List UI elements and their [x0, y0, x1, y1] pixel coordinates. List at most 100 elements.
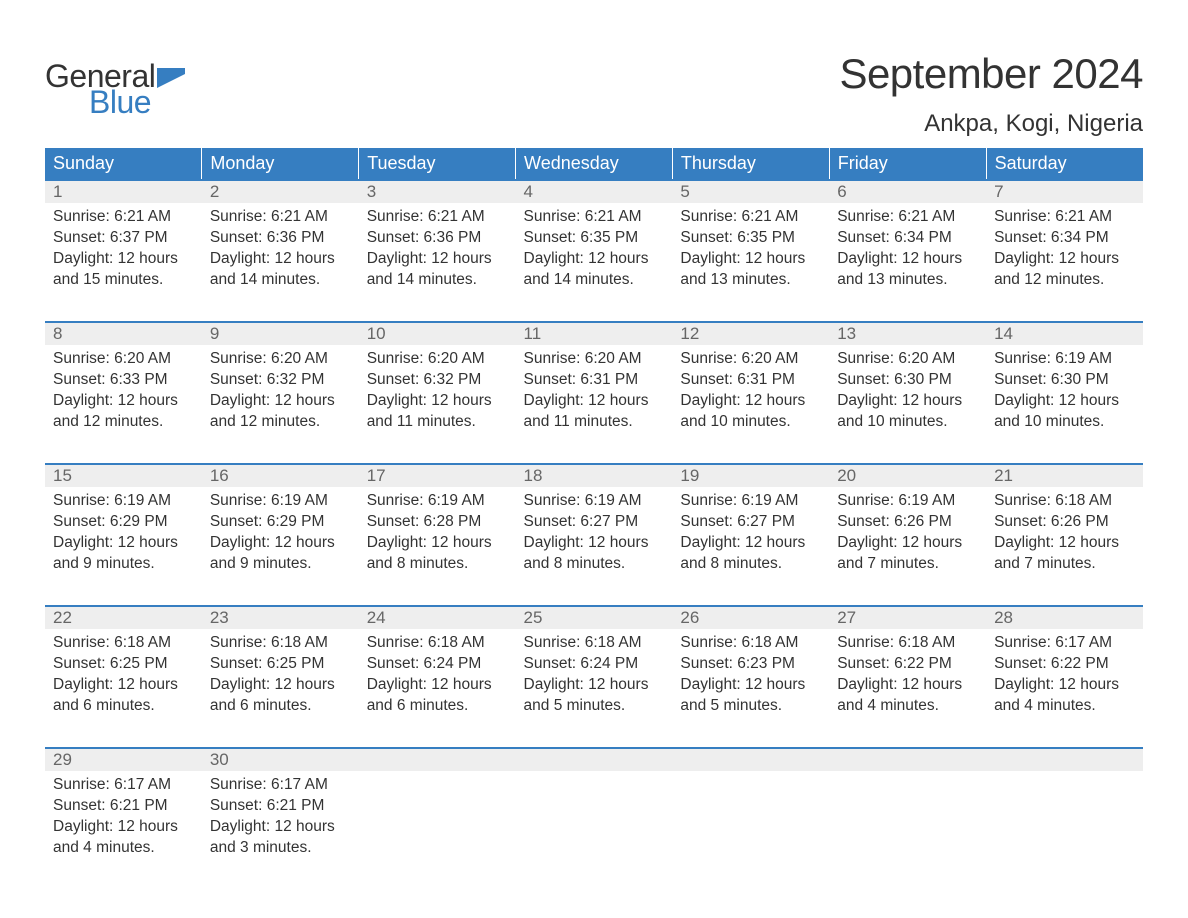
day-cell: 17Sunrise: 6:19 AMSunset: 6:28 PMDayligh…: [359, 464, 516, 606]
day-cell: 27Sunrise: 6:18 AMSunset: 6:22 PMDayligh…: [829, 606, 986, 748]
day-content: Sunrise: 6:19 AMSunset: 6:27 PMDaylight:…: [516, 487, 673, 583]
day-number: 28: [986, 607, 1143, 629]
day-number: 13: [829, 323, 986, 345]
day-content: Sunrise: 6:20 AMSunset: 6:32 PMDaylight:…: [202, 345, 359, 441]
day-cell: 2Sunrise: 6:21 AMSunset: 6:36 PMDaylight…: [202, 180, 359, 322]
day-number: 26: [672, 607, 829, 629]
week-row: 29Sunrise: 6:17 AMSunset: 6:21 PMDayligh…: [45, 748, 1143, 890]
day-number: 18: [516, 465, 673, 487]
day-number: 21: [986, 465, 1143, 487]
day-content: Sunrise: 6:18 AMSunset: 6:24 PMDaylight:…: [516, 629, 673, 725]
day-number: [829, 749, 986, 771]
day-content: Sunrise: 6:21 AMSunset: 6:35 PMDaylight:…: [516, 203, 673, 299]
dow-header: Monday: [202, 148, 359, 180]
day-content: Sunrise: 6:20 AMSunset: 6:32 PMDaylight:…: [359, 345, 516, 441]
day-content: Sunrise: 6:17 AMSunset: 6:21 PMDaylight:…: [202, 771, 359, 867]
day-content: Sunrise: 6:18 AMSunset: 6:25 PMDaylight:…: [202, 629, 359, 725]
day-cell: 8Sunrise: 6:20 AMSunset: 6:33 PMDaylight…: [45, 322, 202, 464]
day-cell: 10Sunrise: 6:20 AMSunset: 6:32 PMDayligh…: [359, 322, 516, 464]
day-content: Sunrise: 6:18 AMSunset: 6:25 PMDaylight:…: [45, 629, 202, 725]
day-number: 5: [672, 181, 829, 203]
day-cell: 30Sunrise: 6:17 AMSunset: 6:21 PMDayligh…: [202, 748, 359, 890]
day-cell: [359, 748, 516, 890]
day-cell: 28Sunrise: 6:17 AMSunset: 6:22 PMDayligh…: [986, 606, 1143, 748]
day-cell: 4Sunrise: 6:21 AMSunset: 6:35 PMDaylight…: [516, 180, 673, 322]
day-number: 3: [359, 181, 516, 203]
day-number: 8: [45, 323, 202, 345]
title-block: September 2024 Ankpa, Kogi, Nigeria: [839, 50, 1143, 138]
day-content: Sunrise: 6:21 AMSunset: 6:34 PMDaylight:…: [986, 203, 1143, 299]
day-cell: 19Sunrise: 6:19 AMSunset: 6:27 PMDayligh…: [672, 464, 829, 606]
day-number: 29: [45, 749, 202, 771]
day-cell: 7Sunrise: 6:21 AMSunset: 6:34 PMDaylight…: [986, 180, 1143, 322]
calendar-body: 1Sunrise: 6:21 AMSunset: 6:37 PMDaylight…: [45, 180, 1143, 890]
day-cell: 26Sunrise: 6:18 AMSunset: 6:23 PMDayligh…: [672, 606, 829, 748]
day-number: 12: [672, 323, 829, 345]
day-content: Sunrise: 6:19 AMSunset: 6:26 PMDaylight:…: [829, 487, 986, 583]
day-cell: [829, 748, 986, 890]
week-row: 22Sunrise: 6:18 AMSunset: 6:25 PMDayligh…: [45, 606, 1143, 748]
dow-header: Wednesday: [516, 148, 673, 180]
day-cell: 15Sunrise: 6:19 AMSunset: 6:29 PMDayligh…: [45, 464, 202, 606]
day-cell: 24Sunrise: 6:18 AMSunset: 6:24 PMDayligh…: [359, 606, 516, 748]
day-content: Sunrise: 6:21 AMSunset: 6:34 PMDaylight:…: [829, 203, 986, 299]
day-number: [672, 749, 829, 771]
day-number: 7: [986, 181, 1143, 203]
day-cell: 29Sunrise: 6:17 AMSunset: 6:21 PMDayligh…: [45, 748, 202, 890]
dow-header: Saturday: [986, 148, 1143, 180]
day-number: 27: [829, 607, 986, 629]
day-content: Sunrise: 6:20 AMSunset: 6:33 PMDaylight:…: [45, 345, 202, 441]
day-content: Sunrise: 6:19 AMSunset: 6:29 PMDaylight:…: [45, 487, 202, 583]
header-row: General Blue September 2024 Ankpa, Kogi,…: [45, 50, 1143, 138]
day-number: 20: [829, 465, 986, 487]
day-content: Sunrise: 6:19 AMSunset: 6:27 PMDaylight:…: [672, 487, 829, 583]
day-content: Sunrise: 6:18 AMSunset: 6:24 PMDaylight:…: [359, 629, 516, 725]
day-content: Sunrise: 6:19 AMSunset: 6:29 PMDaylight:…: [202, 487, 359, 583]
day-number: 11: [516, 323, 673, 345]
day-number: 23: [202, 607, 359, 629]
day-cell: 6Sunrise: 6:21 AMSunset: 6:34 PMDaylight…: [829, 180, 986, 322]
day-number: 17: [359, 465, 516, 487]
day-content: Sunrise: 6:20 AMSunset: 6:30 PMDaylight:…: [829, 345, 986, 441]
day-content: Sunrise: 6:21 AMSunset: 6:36 PMDaylight:…: [202, 203, 359, 299]
day-cell: 18Sunrise: 6:19 AMSunset: 6:27 PMDayligh…: [516, 464, 673, 606]
calendar-header: SundayMondayTuesdayWednesdayThursdayFrid…: [45, 148, 1143, 180]
day-cell: 3Sunrise: 6:21 AMSunset: 6:36 PMDaylight…: [359, 180, 516, 322]
month-title: September 2024: [839, 50, 1143, 98]
day-number: 19: [672, 465, 829, 487]
day-number: [516, 749, 673, 771]
day-content: Sunrise: 6:19 AMSunset: 6:28 PMDaylight:…: [359, 487, 516, 583]
dow-header: Sunday: [45, 148, 202, 180]
day-cell: 16Sunrise: 6:19 AMSunset: 6:29 PMDayligh…: [202, 464, 359, 606]
day-number: 24: [359, 607, 516, 629]
flag-icon: [157, 68, 185, 88]
day-content: Sunrise: 6:20 AMSunset: 6:31 PMDaylight:…: [672, 345, 829, 441]
day-number: 10: [359, 323, 516, 345]
brand-logo: General Blue: [45, 60, 185, 118]
day-cell: 25Sunrise: 6:18 AMSunset: 6:24 PMDayligh…: [516, 606, 673, 748]
day-number: 4: [516, 181, 673, 203]
day-cell: 14Sunrise: 6:19 AMSunset: 6:30 PMDayligh…: [986, 322, 1143, 464]
day-number: 6: [829, 181, 986, 203]
day-cell: 12Sunrise: 6:20 AMSunset: 6:31 PMDayligh…: [672, 322, 829, 464]
day-content: Sunrise: 6:21 AMSunset: 6:35 PMDaylight:…: [672, 203, 829, 299]
day-cell: [672, 748, 829, 890]
dow-header: Tuesday: [359, 148, 516, 180]
day-content: Sunrise: 6:19 AMSunset: 6:30 PMDaylight:…: [986, 345, 1143, 441]
location-text: Ankpa, Kogi, Nigeria: [839, 110, 1143, 138]
day-content: Sunrise: 6:18 AMSunset: 6:22 PMDaylight:…: [829, 629, 986, 725]
day-content: Sunrise: 6:21 AMSunset: 6:36 PMDaylight:…: [359, 203, 516, 299]
day-cell: 22Sunrise: 6:18 AMSunset: 6:25 PMDayligh…: [45, 606, 202, 748]
day-number: 14: [986, 323, 1143, 345]
day-number: [986, 749, 1143, 771]
dow-header: Friday: [829, 148, 986, 180]
day-cell: 23Sunrise: 6:18 AMSunset: 6:25 PMDayligh…: [202, 606, 359, 748]
brand-word-2: Blue: [89, 86, 185, 118]
day-content: Sunrise: 6:21 AMSunset: 6:37 PMDaylight:…: [45, 203, 202, 299]
day-cell: 1Sunrise: 6:21 AMSunset: 6:37 PMDaylight…: [45, 180, 202, 322]
day-cell: [516, 748, 673, 890]
day-cell: [986, 748, 1143, 890]
day-cell: 20Sunrise: 6:19 AMSunset: 6:26 PMDayligh…: [829, 464, 986, 606]
day-number: 16: [202, 465, 359, 487]
day-number: 15: [45, 465, 202, 487]
